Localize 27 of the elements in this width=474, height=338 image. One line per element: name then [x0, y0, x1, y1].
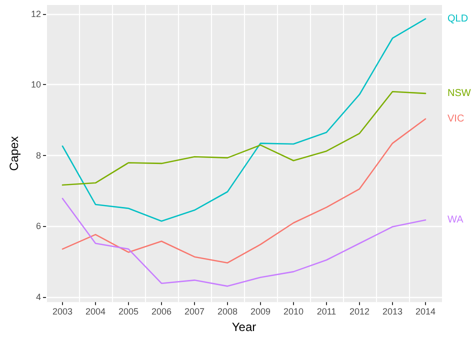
line-series: [62, 118, 426, 264]
x-tick-label: 2010: [283, 306, 304, 317]
y-tick-label: 12: [30, 8, 41, 19]
y-tick-label: 6: [36, 221, 41, 232]
x-tick-label: 2005: [118, 306, 139, 317]
x-tick-label: 2006: [151, 306, 172, 317]
text: VIC: [448, 113, 464, 124]
x-tick-label: 2009: [250, 306, 271, 317]
x-tick-label: 2003: [52, 306, 73, 317]
y-tick-label: 4: [36, 292, 41, 302]
x-tick-label: 2012: [349, 306, 370, 317]
x-tick-label: 2007: [184, 306, 205, 317]
x-tick-label: 2008: [217, 306, 238, 317]
x-tick-label: 2004: [85, 306, 106, 317]
text: WA: [448, 214, 464, 226]
y-axis-title: Capex: [7, 136, 21, 171]
x-tick-label: 2011: [316, 306, 336, 317]
x-tick-label: 2013: [382, 306, 403, 317]
text: NSW: [448, 88, 472, 99]
line-series: [62, 91, 426, 186]
y-tick-label: 10: [30, 80, 41, 90]
line-series: [62, 198, 426, 287]
y-tick-label: 8: [36, 150, 41, 160]
line-series: [62, 18, 426, 222]
x-axis-title: Year: [232, 320, 256, 334]
text: QLD: [448, 13, 468, 24]
x-tick-label: 2014: [415, 306, 436, 317]
